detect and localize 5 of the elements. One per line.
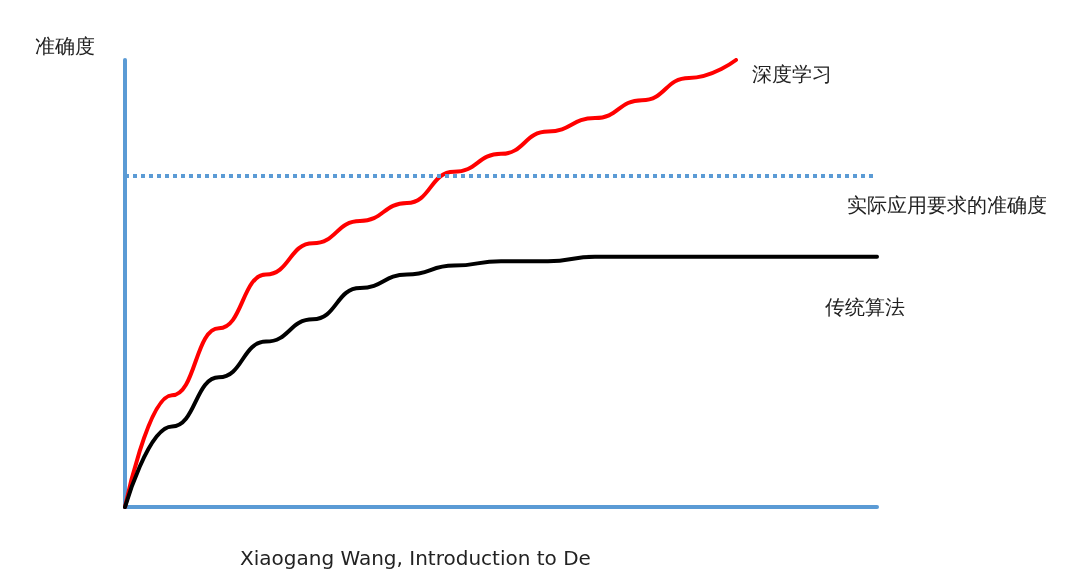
series-label: 深度学习 xyxy=(752,62,832,86)
ref-line-label: 实际应用要求的准确度 xyxy=(847,193,1047,218)
series-label: 传统算法 xyxy=(825,294,905,319)
y-axis-title: 准确度 xyxy=(35,34,95,58)
text: Xiaogang Wang, Introduction to De xyxy=(240,546,591,570)
